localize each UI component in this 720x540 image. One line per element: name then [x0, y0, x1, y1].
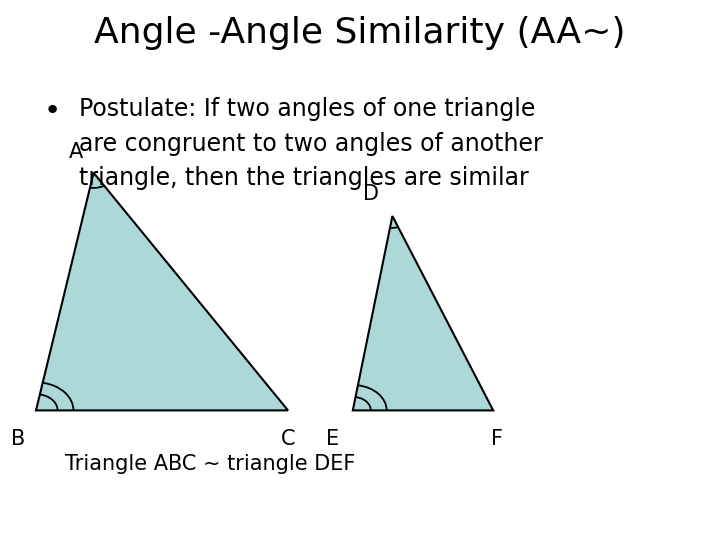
- Text: C: C: [281, 429, 295, 449]
- Text: E: E: [326, 429, 339, 449]
- Text: Postulate: If two angles of one triangle
are congruent to two angles of another
: Postulate: If two angles of one triangle…: [79, 97, 543, 190]
- Polygon shape: [36, 173, 288, 410]
- Text: B: B: [11, 429, 25, 449]
- Polygon shape: [353, 216, 493, 410]
- Text: •: •: [43, 97, 60, 125]
- Text: D: D: [364, 184, 379, 204]
- Text: Triangle ABC ~ triangle DEF: Triangle ABC ~ triangle DEF: [65, 454, 355, 474]
- Text: Angle -Angle Similarity (AA~): Angle -Angle Similarity (AA~): [94, 16, 626, 50]
- Text: A: A: [68, 142, 83, 162]
- Text: F: F: [491, 429, 503, 449]
